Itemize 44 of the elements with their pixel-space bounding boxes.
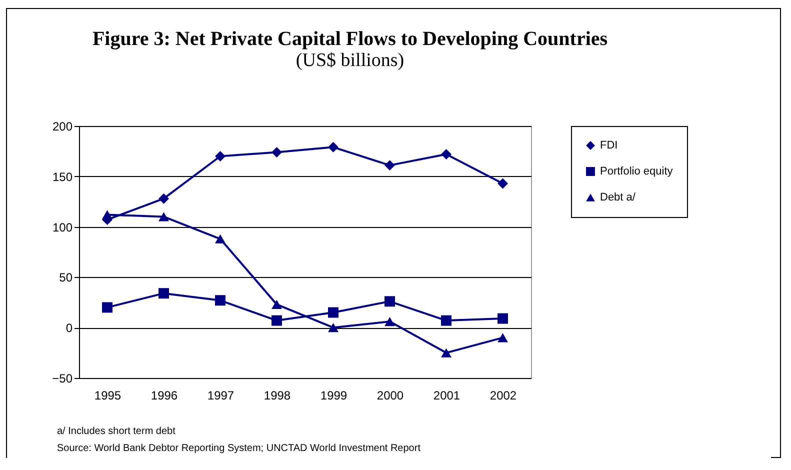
legend-label: Debt a/ — [600, 192, 636, 204]
x-tick-label: 1997 — [207, 388, 234, 402]
text: a/ Includes short term debt — [57, 425, 176, 439]
legend-label: Portfolio equity — [600, 166, 674, 178]
x-tick-label: 2001 — [433, 388, 460, 402]
point — [272, 146, 282, 158]
point — [441, 148, 452, 160]
point — [272, 315, 282, 326]
point — [158, 193, 169, 204]
chart-title: Figure 3: Net Private Capital Flows to Developing Countries — [92, 28, 608, 50]
point — [441, 315, 452, 326]
point — [215, 295, 226, 306]
x-tick-label: 1999 — [320, 388, 348, 402]
point — [102, 210, 112, 220]
y-tick-label: −50 — [52, 372, 73, 386]
point — [328, 323, 338, 332]
y-tick-label: 100 — [52, 220, 73, 234]
source-note: Source: World Bank Debtor Reporting System; UNCTAD World Investment Report — [57, 442, 420, 456]
point — [158, 288, 169, 299]
point — [498, 178, 508, 189]
point — [384, 317, 395, 326]
y-tick-label: 150 — [52, 170, 73, 184]
y-tick-label: 50 — [59, 270, 73, 285]
x-tick-label: 2000 — [376, 388, 404, 402]
point — [384, 160, 395, 171]
x-tick-label: 1996 — [150, 388, 178, 402]
y-tick-label: 0 — [66, 321, 73, 336]
point — [384, 296, 395, 307]
point — [158, 212, 169, 222]
point — [272, 300, 282, 309]
x-tick-label: 2002 — [490, 388, 517, 402]
chart-subtitle: (US$ billions) — [296, 50, 404, 71]
point — [498, 333, 508, 342]
point — [215, 234, 226, 244]
point — [328, 307, 338, 318]
point — [441, 348, 452, 358]
point — [102, 302, 112, 313]
point — [215, 150, 226, 162]
x-tick-label: 1995 — [94, 388, 122, 402]
legend-label: FDI — [600, 140, 618, 152]
point — [328, 142, 338, 152]
point — [498, 313, 508, 324]
x-tick-label: 1998 — [264, 388, 291, 402]
y-tick-label: 200 — [52, 120, 73, 134]
